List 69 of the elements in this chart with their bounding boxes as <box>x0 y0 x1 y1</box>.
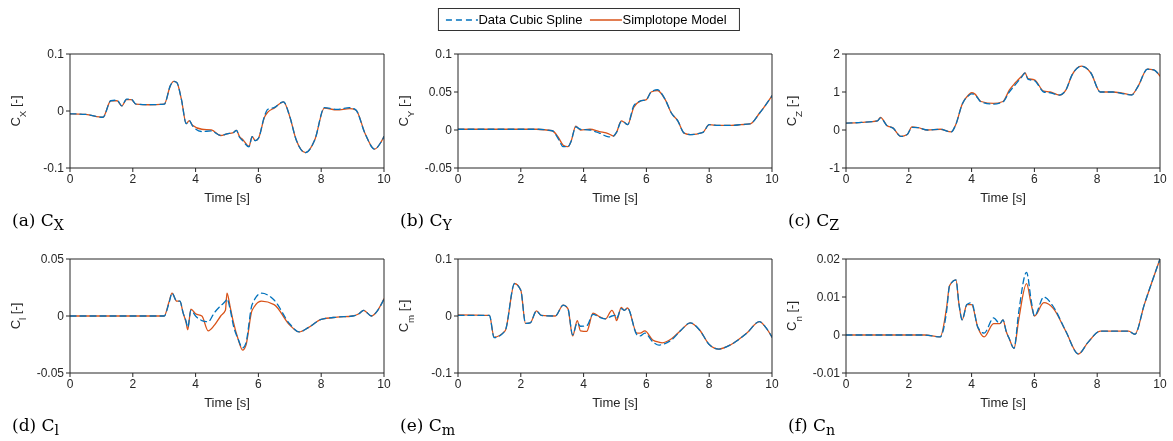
x-tick-label: 6 <box>1031 376 1039 391</box>
x-tick-label: 2 <box>905 376 913 391</box>
x-tick-label: 8 <box>705 171 713 186</box>
x-tick-label: 10 <box>765 171 779 186</box>
text: (e) C$_{m}$ <box>400 415 456 439</box>
x-axis-title: Time [s] <box>204 190 250 205</box>
text: (b) C$_{Y}$ <box>400 210 452 234</box>
x-tick-label: 10 <box>1153 171 1167 186</box>
text: (f) C$_{n}$ <box>788 415 836 439</box>
x-tick-label: 8 <box>1093 171 1101 186</box>
x-tick-label: 2 <box>129 376 137 391</box>
y-tick-label: 0.02 <box>816 252 841 267</box>
x-tick-label: 4 <box>968 376 976 391</box>
x-tick-label: 4 <box>968 171 976 186</box>
x-tick-label: 8 <box>317 376 325 391</box>
x-tick-label: 6 <box>643 376 651 391</box>
x-tick-label: 4 <box>580 376 588 391</box>
line-series <box>70 80 384 154</box>
x-tick-label: 6 <box>255 376 263 391</box>
x-tick-label: 10 <box>765 376 779 391</box>
y-tick-label: 0 <box>445 309 453 324</box>
x-tick-label: 2 <box>517 171 525 186</box>
y-tick-label: 0.1 <box>435 252 453 267</box>
legend-label: Data Cubic Spline <box>478 12 583 27</box>
x-tick-label: 10 <box>377 376 391 391</box>
y-tick-label: 0 <box>445 123 453 138</box>
x-axis-title: Time [s] <box>204 395 250 410</box>
y-tick-label: 0 <box>833 123 841 138</box>
x-tick-label: 4 <box>192 171 200 186</box>
y-tick-label: 0.05 <box>428 85 453 100</box>
x-axis-title: Time [s] <box>592 395 638 410</box>
x-tick-label: 6 <box>255 171 263 186</box>
x-tick-label: 8 <box>317 171 325 186</box>
y-tick-label: 1 <box>833 85 841 100</box>
x-tick-label: 4 <box>580 171 588 186</box>
x-tick-label: 2 <box>905 171 913 186</box>
x-axis-title: Time [s] <box>592 190 638 205</box>
y-tick-label: -0.05 <box>36 366 65 381</box>
x-tick-label: 8 <box>1093 376 1101 391</box>
y-tick-label: -0.1 <box>431 366 453 381</box>
legend-label: Simplotope Model <box>622 12 727 27</box>
y-tick-label: -0.01 <box>812 366 841 381</box>
x-tick-label: 10 <box>377 171 391 186</box>
x-tick-label: 2 <box>129 171 137 186</box>
x-tick-label: 2 <box>517 376 525 391</box>
y-tick-label: 2 <box>833 47 841 62</box>
text: (a) C$_{X}$ <box>12 210 64 234</box>
y-tick-label: 0 <box>833 328 841 343</box>
y-tick-label: 0.1 <box>435 47 453 62</box>
x-tick-label: 4 <box>192 376 200 391</box>
text: (c) C$_{Z}$ <box>788 210 840 234</box>
y-tick-label: 0 <box>57 309 65 324</box>
x-axis-title: Time [s] <box>980 395 1026 410</box>
line-series <box>458 282 772 350</box>
y-tick-label: -0.05 <box>424 161 453 176</box>
y-tick-label: 0.05 <box>40 252 65 267</box>
line-series <box>846 65 1160 138</box>
text: (d) C$_{l}$ <box>12 415 60 439</box>
y-tick-label: 0.1 <box>47 47 65 62</box>
y-tick-label: 0.01 <box>816 290 841 305</box>
y-tick-label: -1 <box>829 161 841 176</box>
line-series <box>458 89 772 148</box>
y-tick-label: 0 <box>57 104 65 119</box>
x-tick-label: 6 <box>643 171 651 186</box>
x-axis-title: Time [s] <box>980 190 1026 205</box>
y-tick-label: -0.1 <box>43 161 65 176</box>
x-tick-label: 6 <box>1031 171 1039 186</box>
x-tick-label: 10 <box>1153 376 1167 391</box>
x-tick-label: 8 <box>705 376 713 391</box>
